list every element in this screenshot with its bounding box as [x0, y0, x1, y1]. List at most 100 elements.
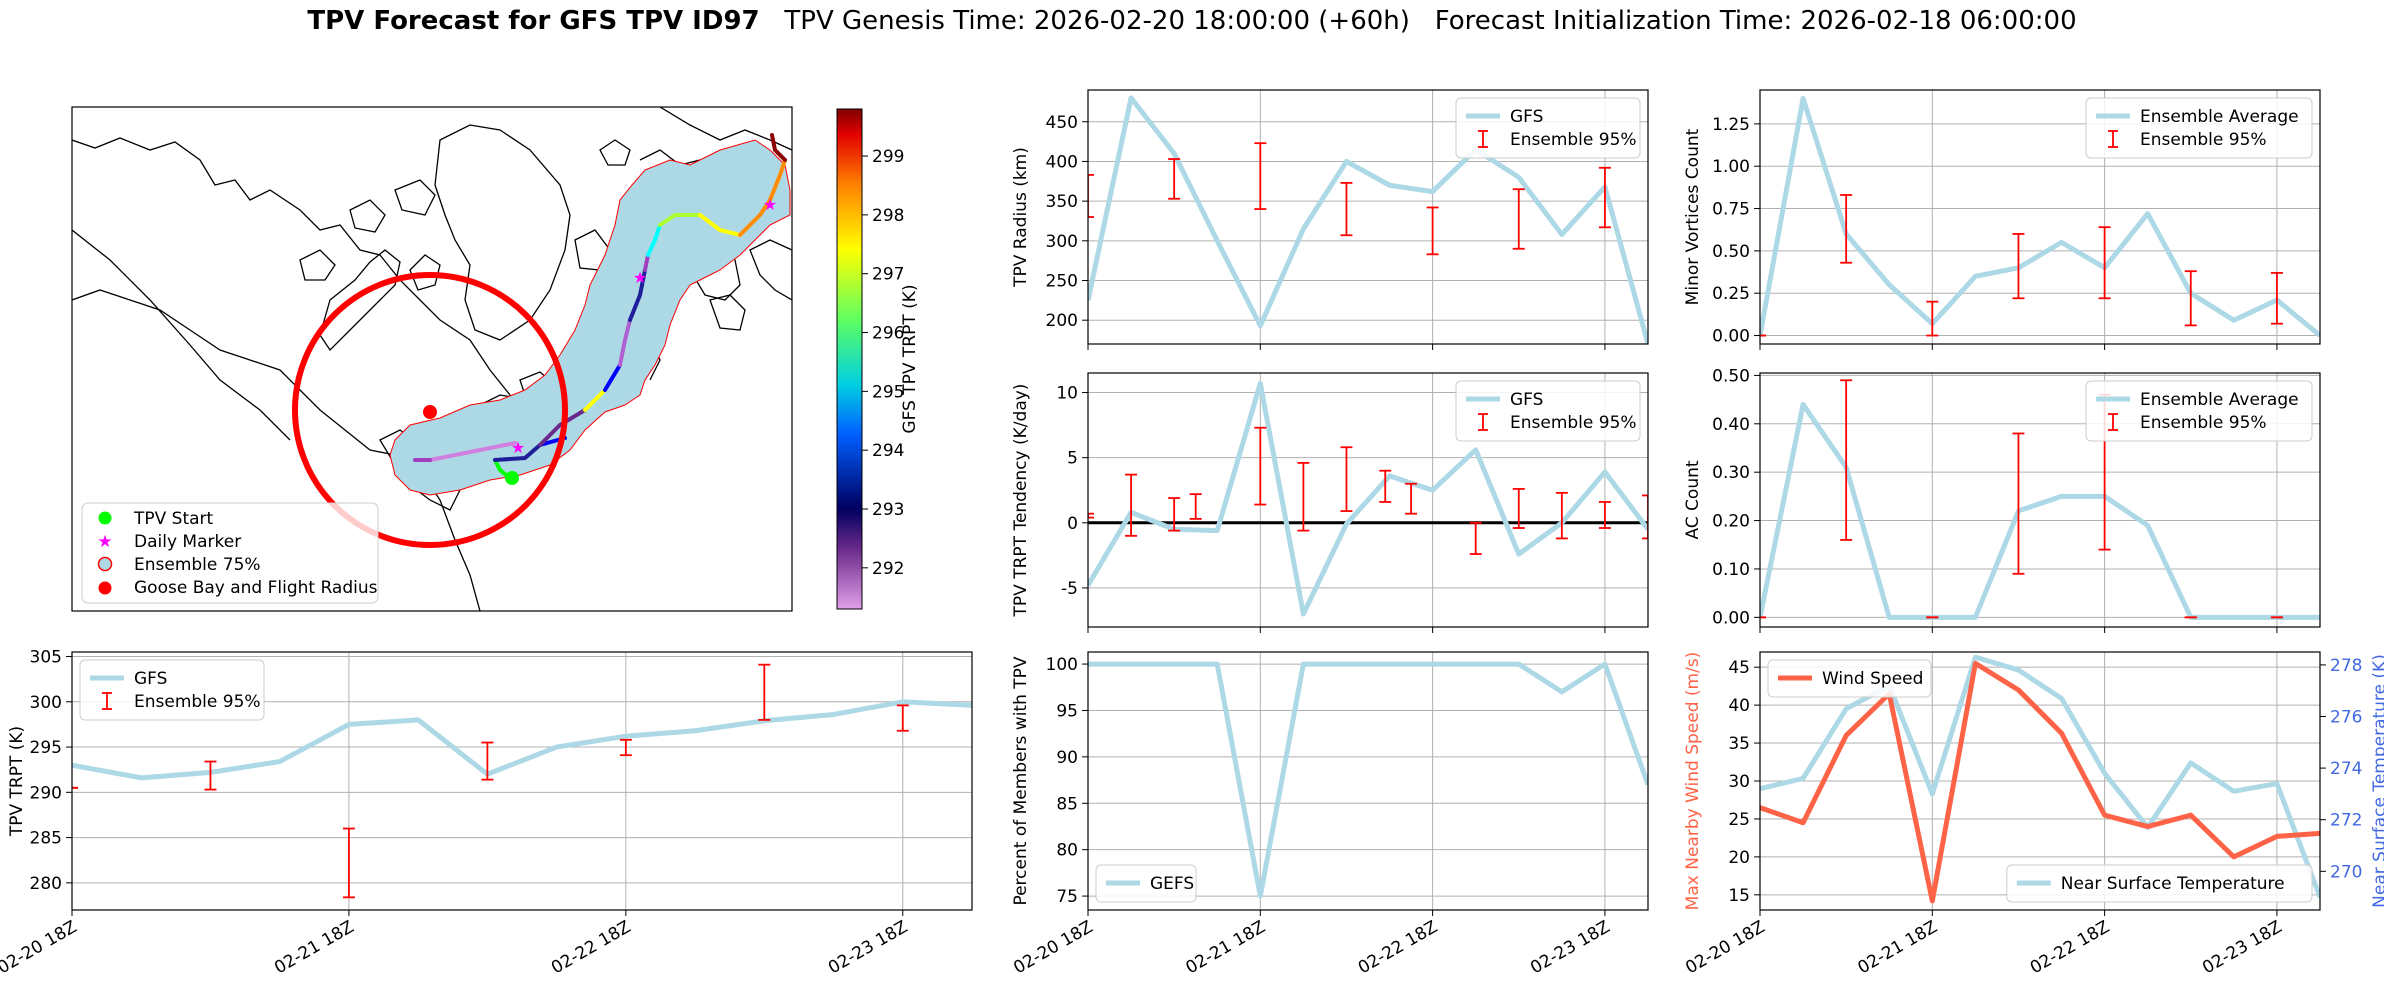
y-axis-label: Max Nearby Wind Speed (m/s) — [1683, 652, 1703, 911]
error-bar — [2012, 233, 2025, 300]
colorbar-tick-label: 294 — [872, 441, 904, 461]
legend-label: Ensemble Average — [2140, 390, 2299, 410]
error-bar — [204, 760, 217, 791]
x-tick-label: 02-21 18Z — [1855, 917, 1941, 978]
series-line — [72, 699, 972, 781]
series-line — [1088, 380, 1648, 617]
series-line — [1760, 401, 2320, 620]
y-tick-label: 350 — [1046, 192, 1078, 212]
x-tick-label: 02-22 18Z — [1355, 917, 1441, 978]
title-genesis: TPV Genesis Time: 2026-02-20 18:00:00 (+… — [784, 6, 1410, 36]
y-axis-label: TPV TRPT Tendency (K/day) — [1011, 384, 1031, 618]
y-tick-label: 80 — [1056, 841, 1078, 861]
legend-start-icon — [98, 511, 112, 525]
chart-members: 75 80 85 90 95 100 02-20 18Z 02-21 18Z 02-22 18Z… — [1010, 651, 1649, 978]
y-tick-label: 450 — [1046, 113, 1078, 133]
y-tick-label: 300 — [1046, 232, 1078, 252]
legend-label: Ensemble Average — [2140, 107, 2299, 127]
x-tick-label: 02-23 18Z — [825, 917, 911, 978]
colorbar-tick-label: 299 — [872, 147, 904, 167]
daily-marker-2: ★ — [633, 268, 647, 287]
y-tick-label: 250 — [1046, 272, 1078, 292]
legend-label: Ensemble 75% — [134, 555, 261, 575]
y-axis-label: TPV Radius (km) — [1011, 147, 1031, 288]
error-bar — [896, 704, 909, 732]
y2-tick-label: 278 — [2330, 656, 2362, 676]
error-bar — [1555, 491, 1568, 540]
y-tick-label: 0.20 — [1712, 512, 1750, 532]
y-tick-label: 0.30 — [1712, 463, 1750, 483]
x-tick-label: 02-21 18Z — [271, 917, 357, 978]
legend-label: Ensemble 95% — [1510, 130, 1637, 150]
series-line — [1088, 95, 1648, 344]
y-tick-label: 0.40 — [1712, 415, 1750, 435]
error-bar — [758, 663, 771, 721]
y-tick-label: 1.00 — [1712, 157, 1750, 177]
y2-axis-label: Near Surface Temperature (K) — [2370, 654, 2384, 908]
series-line — [1088, 661, 1648, 899]
tpv-track — [413, 133, 787, 482]
chart-minor: 0.00 0.25 0.50 0.75 1.00 1.25 Minor Vortices C… — [1683, 89, 2321, 350]
legend-label: Ensemble 95% — [2140, 130, 2267, 150]
error-bar — [2098, 226, 2111, 300]
error-bar — [1642, 494, 1648, 540]
tpv-start-marker — [505, 471, 519, 485]
y-tick-label: 0.25 — [1712, 284, 1750, 304]
error-bar — [1340, 181, 1353, 237]
y-tick-label: 30 — [1728, 772, 1750, 792]
y-tick-label: 0.00 — [1712, 608, 1750, 628]
error-bar — [1512, 188, 1525, 250]
error-bar — [1189, 493, 1202, 520]
error-bar — [1598, 166, 1611, 229]
y-tick-label: -5 — [1061, 579, 1078, 599]
axes-frame — [1087, 372, 1649, 628]
legend-errorbar-icon — [2108, 413, 2118, 431]
y-tick-label: 0.10 — [1712, 560, 1750, 580]
legend-label: Ensemble 95% — [1510, 413, 1637, 433]
colorbar-tick-label: 296 — [872, 324, 904, 344]
x-tick-label: 02-22 18Z — [2027, 917, 2113, 978]
chart-legend: GEFS — [1095, 864, 1197, 903]
colorbar-tick-label: 292 — [872, 559, 904, 579]
x-tick-label: 02-23 18Z — [2199, 917, 2285, 978]
colorbar-label: GFS TPV TRPT (K) — [900, 284, 920, 433]
daily-marker-1: ★ — [511, 438, 525, 457]
legend-errorbar-icon — [1478, 130, 1488, 148]
y2-tick-label: 276 — [2330, 708, 2362, 728]
goose-bay-marker — [423, 405, 437, 419]
y-axis-label: AC Count — [1683, 460, 1703, 539]
flight-radius-circle — [292, 272, 568, 548]
series-line — [1760, 660, 2320, 904]
axes-frame — [1759, 651, 2321, 911]
y-tick-label: 100 — [1046, 655, 1078, 675]
y-tick-label: 300 — [30, 693, 62, 713]
title-id: TPV Forecast for GFS TPV ID97 — [307, 6, 760, 36]
error-bar — [1088, 512, 1094, 519]
chart-legend: GFS Ensemble 95% — [79, 659, 265, 721]
error-bar — [1840, 379, 1853, 541]
series-line — [1760, 95, 2320, 338]
error-bar — [1297, 461, 1310, 532]
y-tick-label: 85 — [1056, 794, 1078, 814]
y-tick-label: 200 — [1046, 311, 1078, 331]
y-tick-label: 15 — [1728, 886, 1750, 906]
legend-label: Daily Marker — [134, 532, 241, 552]
y2-tick-label: 274 — [2330, 759, 2362, 779]
error-bar — [2184, 270, 2197, 327]
error-bar — [1125, 473, 1138, 537]
y-tick-label: 0.00 — [1712, 327, 1750, 347]
legend-errorbar-icon — [2108, 130, 2118, 148]
y-tick-label: 0.50 — [1712, 366, 1750, 386]
y-tick-label: 295 — [30, 738, 62, 758]
y-tick-label: 290 — [30, 783, 62, 803]
y-tick-label: 45 — [1728, 658, 1750, 678]
error-bar — [1926, 300, 1939, 337]
colorbar-tick-label: 293 — [872, 500, 904, 520]
y-axis-label: Percent of Members with TPV — [1011, 656, 1031, 905]
legend-label: Ensemble 95% — [2140, 413, 2267, 433]
daily-marker-3: ★ — [763, 195, 777, 214]
error-bar — [1512, 488, 1525, 529]
legend-goose-icon — [98, 581, 112, 595]
error-bar — [619, 738, 632, 757]
